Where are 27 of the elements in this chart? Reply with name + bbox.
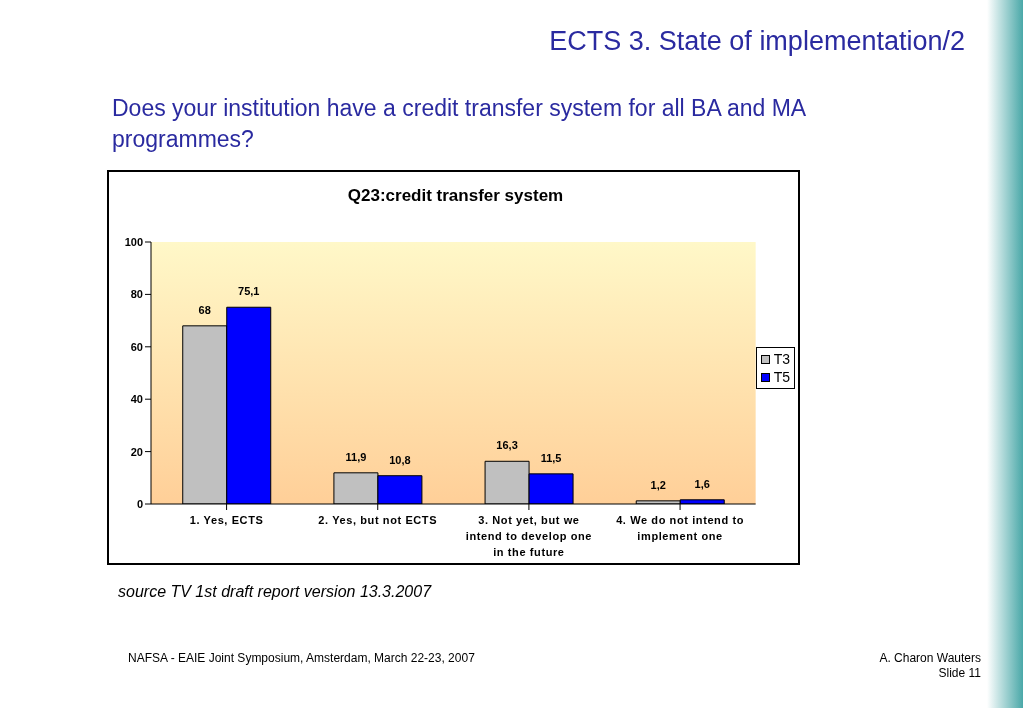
- y-tick-label: 100: [124, 235, 143, 248]
- text: NAFSA - EAIE Joint Symposium, Amsterdam, March 22-23, 2007: [128, 651, 475, 665]
- text: A. Charon Wauters: [879, 651, 981, 666]
- data-label: 10,8: [389, 453, 411, 466]
- text: Slide 11: [937, 666, 981, 681]
- data-label: 11,5: [540, 451, 562, 464]
- y-tick-label: 20: [130, 445, 143, 458]
- data-label: 75,1: [238, 285, 260, 298]
- data-label: 16,3: [496, 439, 518, 452]
- y-tick-label: 40: [130, 393, 143, 406]
- x-tick-label: 4. We do not intend to implement one: [616, 514, 745, 542]
- text: ECTS 3. State of implementation/2: [549, 26, 965, 57]
- data-label: 11,9: [345, 450, 367, 463]
- data-label: 1,6: [694, 477, 710, 490]
- y-tick-label: 80: [130, 288, 143, 301]
- x-tick-label: 1. Yes, ECTS: [189, 514, 264, 526]
- data-label: 68: [198, 303, 211, 316]
- y-tick-label: 0: [136, 497, 143, 510]
- data-label: 1,2: [650, 478, 666, 491]
- text: Does your institution have a credit transfer system for all BA and MA programmes?: [112, 94, 807, 154]
- y-tick-label: 60: [130, 340, 143, 353]
- x-tick-label: 3. Not yet, but we intend to develop one in the future: [465, 514, 593, 558]
- legend-label: T5: [773, 368, 790, 386]
- source-note: source TV 1st draft report version 13.3.2007: [118, 583, 432, 601]
- chart-title: Q23:credit transfer system: [346, 186, 565, 206]
- legend-label: T3: [773, 350, 790, 368]
- x-tick-label: 2. Yes, but not ECTS: [318, 514, 438, 526]
